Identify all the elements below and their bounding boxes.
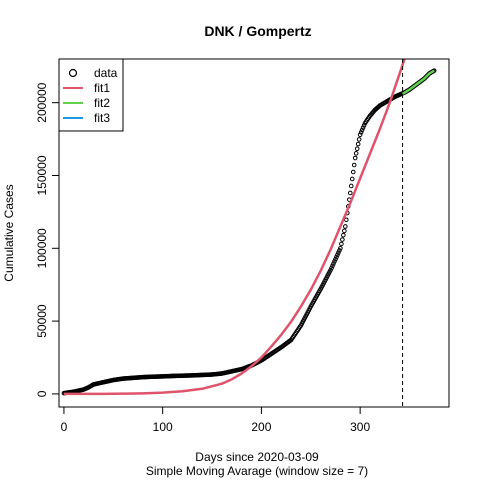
y-axis-label: Cumulative Cases [2, 184, 16, 281]
data-point [333, 256, 338, 262]
chart-subtitle: Simple Moving Avarage (window size = 7) [146, 464, 368, 478]
x-tick-label: 300 [350, 420, 370, 434]
data-point [341, 232, 346, 238]
data-point [328, 267, 333, 273]
legend-label-fit2: fit2 [94, 96, 110, 110]
data-point [343, 224, 348, 229]
data-point [339, 241, 344, 247]
legend-label-data: data [94, 66, 118, 80]
data-point [360, 125, 366, 131]
data-point [332, 259, 337, 264]
x-tick-label: 100 [153, 420, 173, 434]
data-point [349, 176, 355, 182]
data-point [348, 183, 354, 189]
series-line-fit1 [63, 59, 406, 396]
y-tick-label: 50000 [35, 304, 49, 338]
series-line-fit2 [401, 69, 435, 96]
x-axis-label: Days since 2020-03-09 [195, 450, 319, 464]
x-tick-label: 200 [251, 420, 271, 434]
data-point [347, 190, 353, 196]
data-point [335, 252, 340, 258]
legend-label-fit3: fit3 [94, 111, 110, 125]
data-point [329, 265, 334, 271]
y-tick-label: 200000 [35, 82, 49, 122]
x-tick-label: 0 [61, 420, 68, 434]
data-point [330, 263, 335, 269]
data-point [357, 132, 363, 138]
chart-title: DNK / Gompertz [204, 23, 311, 39]
data-point [338, 245, 343, 251]
data-point [359, 127, 365, 133]
y-tick-label: 100000 [35, 228, 49, 268]
data-point [342, 228, 347, 234]
data-point [336, 250, 341, 255]
data-point [351, 162, 357, 168]
plot-area [61, 59, 437, 396]
y-tick-label: 150000 [35, 155, 49, 195]
data-point [356, 137, 362, 142]
data-point [350, 169, 356, 175]
data-point [353, 151, 359, 156]
data-point [358, 130, 364, 135]
data-marks [61, 59, 437, 407]
legend-label-fit1: fit1 [94, 81, 110, 95]
data-point [334, 254, 339, 260]
y-tick-label: 0 [35, 390, 49, 397]
data-point [340, 237, 345, 242]
data-point [361, 123, 367, 128]
data-point [354, 146, 360, 151]
data-point [352, 155, 358, 161]
data-point [331, 261, 336, 266]
data-point [337, 248, 342, 253]
data-point [355, 141, 361, 147]
plot-frame [58, 58, 450, 408]
legend-symbol-data [68, 68, 78, 78]
